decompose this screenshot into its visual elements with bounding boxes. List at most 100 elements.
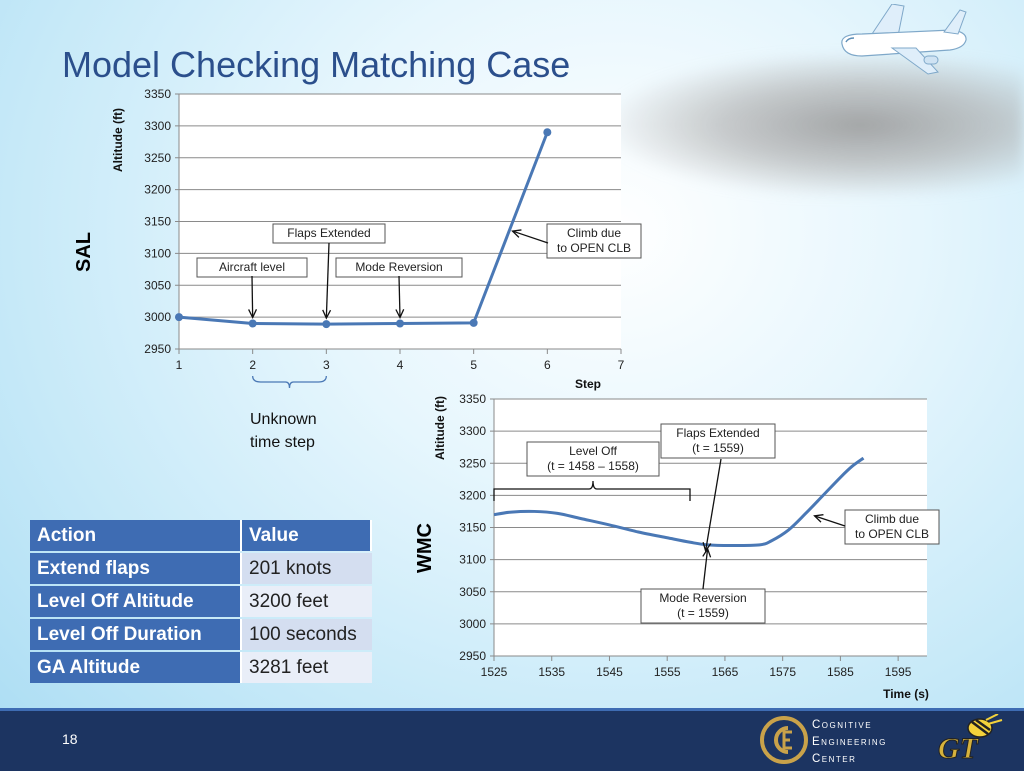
table-cell-value: 3200 feet (242, 586, 372, 617)
sal-arrow-aircraft-level-shaft (251, 275, 254, 318)
sal-y-axis-label: Altitude (ft) (111, 108, 125, 172)
sal-side-label: SAL (73, 232, 95, 272)
table-cell-action: Level Off Altitude (30, 586, 242, 617)
sal-ytick-label: 3200 (144, 183, 171, 197)
page-number: 18 (62, 731, 78, 747)
table-header-row: Action Value (30, 520, 372, 551)
wmc-arrow-climb-head (813, 514, 824, 523)
wmc-ytick-label: 2950 (459, 649, 486, 663)
sal-arrow-climb-shaft (512, 230, 549, 244)
sal-xtick-label: 4 (397, 358, 404, 372)
sal-brace-note: time step (250, 434, 315, 451)
sal-arrow-flaps-extended-head (322, 309, 332, 320)
wmc-annotation-climb-text: to OPEN CLB (855, 527, 929, 541)
sal-xtick-label: 2 (249, 358, 256, 372)
sal-annotation-climb-text: to OPEN CLB (557, 241, 631, 255)
wmc-ytick-label: 3150 (459, 521, 486, 535)
sal-arrow-mode-reversion-head (395, 309, 405, 319)
sal-arrow-aircraft-level-head (248, 309, 258, 319)
table-row: Level Off Altitude 3200 feet (30, 586, 372, 617)
sal-data-point (543, 128, 552, 137)
wmc-ytick-label: 3250 (459, 456, 486, 470)
wmc-arrow-mode-reversion-shaft (702, 548, 709, 590)
wmc-xtick-label: 1555 (654, 665, 681, 679)
sal-ytick-label: 3250 (144, 151, 171, 165)
cec-logo-text: Cognitive Engineering Center (812, 717, 887, 768)
wmc-arrow-climb-shaft (814, 515, 846, 527)
sal-xtick-label: 6 (544, 358, 551, 372)
gt-logo-text: GT (938, 732, 980, 764)
table-cell-value: 100 seconds (242, 619, 372, 650)
wmc-brace (493, 480, 691, 501)
wmc-annotation-level-off-text: (t = 1458 – 1558) (547, 459, 639, 473)
wmc-xtick-label: 1575 (769, 665, 796, 679)
wmc-annotation-flaps-extended-text: (t = 1559) (692, 441, 744, 455)
wmc-ytick-label: 3350 (459, 392, 486, 406)
wmc-axes (490, 398, 927, 661)
slide-title: Model Checking Matching Case (62, 44, 571, 85)
sal-ytick-label: 3100 (144, 246, 171, 260)
airplane-icon (841, 4, 967, 75)
cec-line: Cognitive (812, 719, 873, 731)
sal-arrow-mode-reversion-shaft (398, 275, 401, 318)
wmc-ytick-label: 3100 (459, 553, 486, 567)
sal-arrow-flaps-extended-shaft (325, 242, 330, 319)
table-header-action: Action (30, 520, 242, 551)
sal-ytick-label: 3050 (144, 278, 171, 292)
wmc-xtick-label: 1525 (481, 665, 508, 679)
sal-xtick-label: 1 (176, 358, 183, 372)
wmc-side-label: WMC (414, 523, 436, 573)
wmc-xtick-label: 1565 (712, 665, 739, 679)
wmc-annotation-level-off-text: Level Off (569, 444, 617, 458)
wmc-xtick-label: 1535 (538, 665, 565, 679)
wmc-annotations: Level Off(t = 1458 – 1558) Flaps Extended… (493, 423, 940, 624)
sal-data-point (322, 320, 331, 329)
sal-annotations: Aircraft level Flaps Extended Mode Reversi… (196, 223, 642, 451)
sal-data-point (469, 318, 478, 327)
table-cell-action: GA Altitude (30, 652, 242, 683)
sal-x-axis-label: Step (575, 377, 601, 391)
sal-annotation-climb-text: Climb due (567, 226, 621, 240)
wmc-ytick-label: 3050 (459, 585, 486, 599)
cec-line: Center (812, 753, 857, 765)
sal-ytick-label: 3000 (144, 310, 171, 324)
wmc-ytick-label: 3300 (459, 424, 486, 438)
sal-xtick-label: 7 (618, 358, 625, 372)
sal-xtick-label: 3 (323, 358, 330, 372)
sal-data-point (248, 319, 257, 328)
sal-brace (252, 375, 327, 389)
sal-series (175, 128, 552, 329)
sal-arrow-climb-head (511, 229, 522, 238)
cloud-decoration (615, 55, 1024, 195)
sal-data-point (175, 313, 183, 322)
wmc-arrow-mode-reversion-head (702, 547, 712, 558)
gt-yellow-jacket-logo-icon: GT (938, 714, 1003, 764)
wmc-annotation-mode-reversion-text: Mode Reversion (659, 591, 746, 605)
sal-ytick-label: 3300 (144, 119, 171, 133)
table-header-value: Value (242, 520, 372, 551)
sal-annotation-climb-box (546, 223, 642, 259)
cec-logo-icon (760, 716, 808, 764)
sal-annotation-flaps-extended-text: Flaps Extended (287, 226, 370, 240)
table-cell-action: Extend flaps (30, 553, 242, 584)
table-cell-value: 201 knots (242, 553, 372, 584)
table-cell-action: Level Off Duration (30, 619, 242, 650)
wmc-ytick-label: 3200 (459, 488, 486, 502)
footer-bar (0, 708, 1024, 771)
wmc-ytick-label: 3000 (459, 617, 486, 631)
sal-xtick-label: 5 (470, 358, 477, 372)
wmc-annotation-flaps-extended-box (660, 423, 776, 459)
wmc-tick-labels: 2950 3000 3050 3100 3150 3200 3250 3300 3350 1525… (459, 392, 912, 679)
wmc-annotation-climb-box (844, 509, 940, 545)
sal-ytick-label: 2950 (144, 342, 171, 356)
sal-data-point (396, 319, 404, 328)
sal-brace-note: Unknown (250, 411, 317, 428)
wmc-x-axis-label: Time (s) (883, 687, 929, 701)
wmc-xtick-label: 1585 (827, 665, 854, 679)
sal-axes (175, 93, 622, 354)
sal-tick-labels: 2950 3000 3050 3100 3150 3200 3250 3300 3350 1 2 3 4… (144, 87, 624, 372)
wmc-y-axis-label: Altitude (ft) (433, 396, 447, 460)
wmc-series-line (493, 456, 865, 547)
